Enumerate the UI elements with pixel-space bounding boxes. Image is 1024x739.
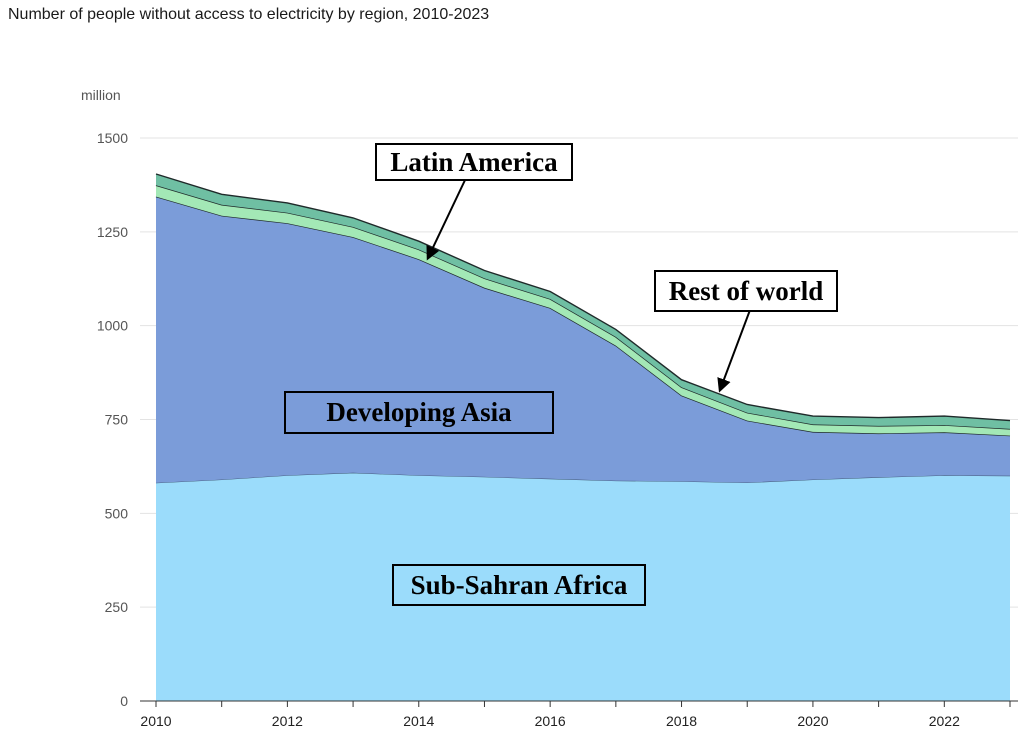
annotation-rest-of-world: Rest of world bbox=[654, 270, 838, 312]
area-rest-of-world bbox=[156, 174, 1010, 429]
y-tick-label-500: 500 bbox=[105, 505, 129, 521]
x-tick-label-2020: 2020 bbox=[797, 713, 828, 729]
y-axis-unit-label: million bbox=[81, 87, 121, 103]
x-tick-label-2022: 2022 bbox=[929, 713, 960, 729]
chart-title: Number of people without access to elect… bbox=[8, 6, 490, 23]
arrow-latin-america bbox=[426, 177, 467, 261]
boundary-rest-of-world bbox=[155, 173, 1011, 422]
x-tick-label-2014: 2014 bbox=[403, 713, 434, 729]
x-tick-label-2018: 2018 bbox=[666, 713, 697, 729]
annotation-sub-saharan-africa: Sub-Sahran Africa bbox=[392, 564, 646, 606]
x-tick-label-2016: 2016 bbox=[535, 713, 566, 729]
y-tick-label-250: 250 bbox=[105, 599, 129, 615]
y-axis-ticks: 0 250 500 750 1000 1250 1500 bbox=[97, 130, 128, 709]
y-tick-label-1000: 1000 bbox=[97, 318, 128, 334]
area-developing-asia bbox=[156, 196, 1010, 483]
arrow-rest-of-world bbox=[717, 309, 751, 393]
area-sub-saharan-africa bbox=[156, 472, 1010, 701]
annotation-developing-asia: Developing Asia bbox=[284, 391, 554, 434]
x-tick-label-2010: 2010 bbox=[140, 713, 171, 729]
annotation-latin-america: Latin America bbox=[375, 143, 573, 181]
y-tick-label-1250: 1250 bbox=[97, 224, 128, 240]
annotation-arrows bbox=[426, 177, 751, 393]
x-tick-label-2012: 2012 bbox=[272, 713, 303, 729]
y-tick-label-0: 0 bbox=[120, 693, 128, 709]
x-axis-ticks: 2010 2012 2014 2016 2018 2020 2022 bbox=[140, 701, 1011, 729]
y-tick-label-1500: 1500 bbox=[97, 130, 128, 146]
stacked-areas bbox=[140, 173, 1018, 702]
area-latin-america bbox=[156, 185, 1010, 436]
y-tick-label-750: 750 bbox=[105, 412, 129, 428]
